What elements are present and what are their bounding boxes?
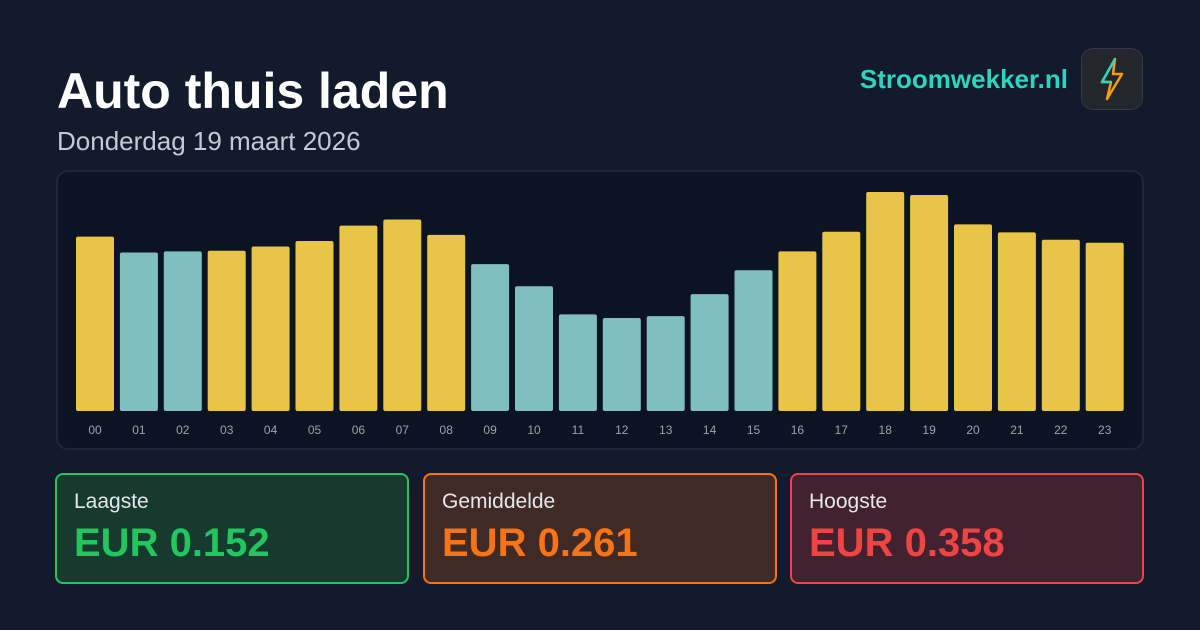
card-avg: Gemiddelde EUR 0.261 [423, 473, 777, 584]
card-label: Gemiddelde [442, 490, 556, 513]
bar [207, 250, 246, 411]
x-tick-label: 13 [659, 423, 673, 437]
bar [954, 224, 992, 411]
x-tick-label: 12 [615, 423, 629, 437]
card-value: EUR 0.152 [74, 521, 270, 565]
title: Auto thuis laden [57, 63, 449, 119]
bar [163, 251, 202, 411]
card-value: EUR 0.358 [809, 521, 1005, 565]
x-tick-label: 09 [483, 423, 497, 437]
bar [339, 225, 378, 411]
x-tick-label: 10 [527, 423, 541, 437]
x-tick-label: 21 [1010, 423, 1024, 437]
card-label: Hoogste [809, 490, 888, 513]
brand: Stroomwekker.nl [859, 64, 1068, 94]
bar [866, 192, 905, 411]
bolt [1100, 57, 1124, 101]
bar [295, 240, 334, 411]
card-label: Laagste [74, 490, 149, 513]
x-tick-label: 01 [132, 423, 146, 437]
x-tick-label: 02 [176, 423, 190, 437]
bar [471, 264, 510, 411]
x-tick-label: 14 [703, 423, 717, 437]
bar [1085, 242, 1124, 411]
x-tick-label: 19 [922, 423, 936, 437]
bar [383, 219, 422, 411]
x-tick-label: 03 [220, 423, 234, 437]
x-tick-label: 15 [747, 423, 761, 437]
x-tick-label: 00 [88, 423, 102, 437]
bar [646, 316, 685, 411]
bar [119, 252, 158, 411]
bar [515, 286, 553, 411]
logo-icon [1081, 48, 1143, 110]
bar [997, 232, 1036, 411]
x-tick-label: 06 [352, 423, 366, 437]
bar [602, 318, 641, 411]
x-tick-label: 22 [1054, 423, 1068, 437]
x-tick-label: 04 [264, 423, 278, 437]
bar [778, 251, 817, 411]
bar [910, 195, 949, 411]
x-tick-label: 23 [1098, 423, 1112, 437]
x-tick-label: 08 [440, 423, 454, 437]
bar [558, 314, 597, 411]
card-low: Laagste EUR 0.152 [55, 473, 409, 584]
x-tick-label: 11 [572, 423, 585, 437]
bar [427, 234, 466, 411]
bar [1041, 239, 1080, 411]
subtitle: Donderdag 19 maart 2026 [57, 126, 361, 156]
bar [76, 236, 114, 411]
x-tick-label: 05 [308, 423, 322, 437]
x-tick-label: 17 [835, 423, 849, 437]
card-high: Hoogste EUR 0.358 [790, 473, 1144, 584]
x-tick-label: 07 [396, 423, 410, 437]
x-tick-label: 20 [966, 423, 980, 437]
x-tick-label: 16 [791, 423, 805, 437]
bar [822, 231, 861, 411]
bar [251, 246, 290, 411]
bar [734, 270, 773, 411]
x-tick-label: 18 [879, 423, 893, 437]
card-value: EUR 0.261 [442, 521, 638, 565]
bar [690, 294, 729, 411]
